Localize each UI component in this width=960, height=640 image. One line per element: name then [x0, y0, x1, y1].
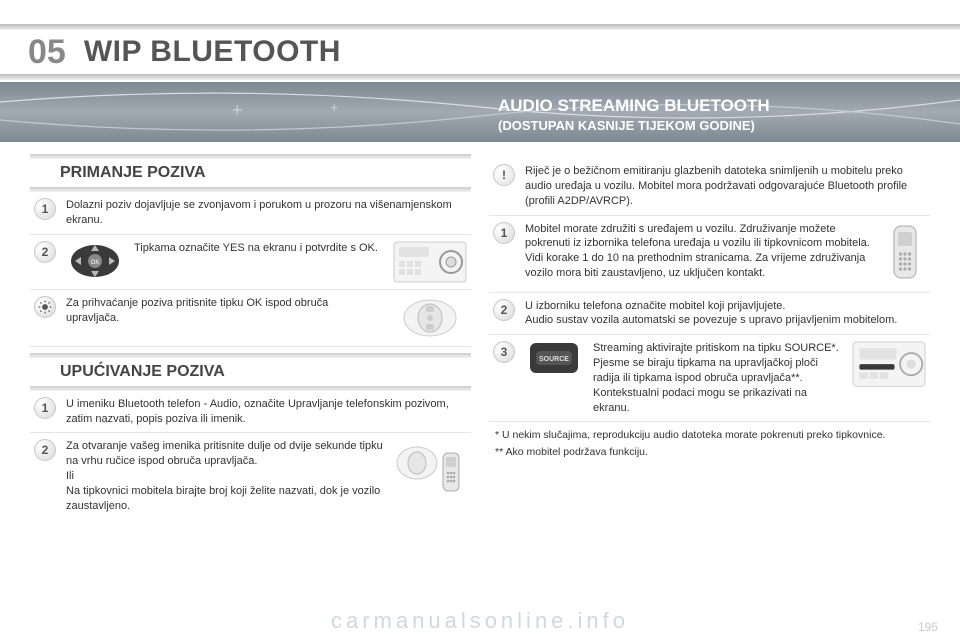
- left-step-3: 1 U imeniku Bluetooth telefon - Audio, o…: [30, 391, 471, 434]
- phone-icon: [884, 222, 926, 286]
- step-bullet-1: 1: [34, 397, 56, 419]
- right-step-1: 1 Mobitel morate združiti s uređajem u v…: [489, 216, 930, 293]
- left-column: PRIMANJE POZIVA 1 Dolazni poziv dojavlju…: [30, 158, 471, 626]
- step-text: Streaming aktivirajte pritiskom na tipku…: [593, 341, 842, 415]
- footnote-1: * U nekim slučajima, reprodukciju audio …: [495, 428, 924, 442]
- step-text: Za prihvaćanje poziva pritisnite tipku O…: [66, 296, 383, 326]
- dpad-icon: OK: [66, 241, 124, 281]
- step-text: U imeniku Bluetooth telefon - Audio, ozn…: [66, 397, 467, 427]
- right-step-2: 2 U izborniku telefona označite mobitel …: [489, 293, 930, 336]
- warning-icon: !: [493, 164, 515, 186]
- step-text: Dolazni poziv dojavljuje se zvonjavom i …: [66, 198, 467, 228]
- step-bullet-3: 3: [493, 341, 515, 363]
- step-bullet-1: 1: [34, 198, 56, 220]
- step-bullet-2: 2: [34, 241, 56, 263]
- tip-icon: [34, 296, 56, 318]
- left-tip: Za prihvaćanje poziva pritisnite tipku O…: [30, 290, 471, 347]
- left-step-2: 2 OK Tipkama označite YES na ekranu i po…: [30, 235, 471, 290]
- step-text: U izborniku telefona označite mobitel ko…: [525, 299, 926, 329]
- steering-control-icon: [393, 296, 467, 340]
- step-bullet-2: 2: [493, 299, 515, 321]
- step-text: Tipkama označite YES na ekranu i potvrdi…: [134, 241, 383, 256]
- step-bullet-1: 1: [493, 222, 515, 244]
- radio-panel-icon: [393, 241, 467, 283]
- left-step-1: 1 Dolazni poziv dojavljuje se zvonjavom …: [30, 192, 471, 235]
- right-warning: ! Riječ je o bežičnom emitiranju glazben…: [489, 158, 930, 216]
- svg-text:+: +: [330, 99, 338, 115]
- svg-text:SOURCE: SOURCE: [539, 356, 569, 363]
- right-column: ! Riječ je o bežičnom emitiranju glazben…: [489, 158, 930, 626]
- right-banner-subtitle: (DOSTUPAN KASNIJE TIJEKOM GODINE): [498, 118, 918, 133]
- step-text: Mobitel morate združiti s uređajem u voz…: [525, 222, 874, 281]
- step-text: Za otvaranje vašeg imenika pritisnite du…: [66, 439, 383, 513]
- step-text: Riječ je o bežičnom emitiranju glazbenih…: [525, 164, 926, 209]
- footnotes: * U nekim slučajima, reprodukciju audio …: [489, 428, 930, 460]
- right-step-3: 3 SOURCE Streaming aktivirajte pritiskom…: [489, 335, 930, 422]
- right-banner: AUDIO STREAMING BLUETOOTH (DOSTUPAN KASN…: [498, 96, 918, 133]
- left-step-4: 2 Za otvaranje vašeg imenika pritisnite …: [30, 433, 471, 519]
- subheading-receiving: PRIMANJE POZIVA: [30, 158, 471, 188]
- section-title: WIP BLUETOOTH: [84, 35, 341, 69]
- section-number: 05: [28, 33, 66, 72]
- step-bullet-2: 2: [34, 439, 56, 461]
- right-banner-title: AUDIO STREAMING BLUETOOTH: [498, 96, 918, 116]
- phone-with-control-icon: [393, 439, 467, 499]
- footnote-2: ** Ako mobitel podržava funkciju.: [495, 445, 924, 459]
- radio-unit-icon: [852, 341, 926, 387]
- subheading-calling: UPUĆIVANJE POZIVA: [30, 357, 471, 387]
- svg-text:OK: OK: [91, 260, 100, 266]
- source-button-icon: SOURCE: [525, 341, 583, 375]
- watermark: carmanualsonline.info: [0, 608, 960, 634]
- page-header: 05 WIP BLUETOOTH: [0, 28, 960, 76]
- svg-text:+: +: [232, 100, 243, 120]
- content-columns: PRIMANJE POZIVA 1 Dolazni poziv dojavlju…: [30, 158, 930, 626]
